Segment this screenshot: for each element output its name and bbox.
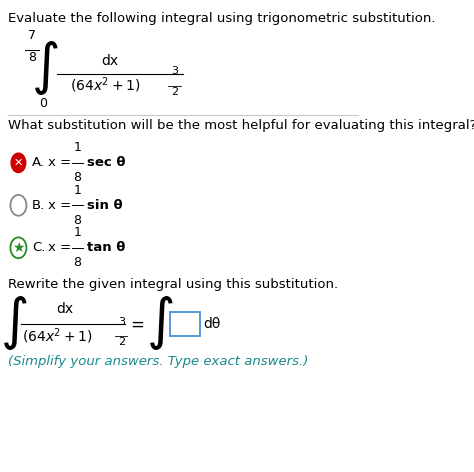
Text: $\int$: $\int$ (146, 295, 173, 352)
Text: (Simplify your answers. Type exact answers.): (Simplify your answers. Type exact answe… (8, 355, 309, 368)
Circle shape (10, 152, 27, 173)
Text: $(64x^2 + 1)$: $(64x^2 + 1)$ (70, 76, 141, 95)
FancyBboxPatch shape (171, 312, 201, 336)
Text: 8: 8 (73, 214, 82, 227)
Text: 8: 8 (73, 171, 82, 185)
Text: 2: 2 (171, 87, 178, 97)
Text: x =: x = (48, 241, 72, 254)
Text: x =: x = (48, 199, 72, 212)
Text: sin θ: sin θ (87, 199, 122, 212)
Text: 8: 8 (28, 51, 36, 64)
Text: 3: 3 (118, 317, 125, 327)
Text: 8: 8 (73, 256, 82, 270)
Text: tan θ: tan θ (87, 241, 125, 254)
Text: x =: x = (48, 156, 72, 169)
Text: What substitution will be the most helpful for evaluating this integral?: What substitution will be the most helpf… (8, 119, 474, 132)
Text: C.: C. (32, 241, 46, 254)
Text: B.: B. (32, 199, 45, 212)
Text: $(64x^2 + 1)$: $(64x^2 + 1)$ (22, 327, 92, 346)
Text: Rewrite the given integral using this substitution.: Rewrite the given integral using this su… (8, 278, 338, 292)
Text: =: = (131, 315, 145, 333)
Text: sec θ: sec θ (87, 156, 125, 169)
Text: 1: 1 (73, 226, 82, 239)
Text: 0: 0 (39, 97, 47, 110)
Text: ★: ★ (12, 241, 25, 255)
Text: 1: 1 (73, 141, 82, 154)
Text: Evaluate the following integral using trigonometric substitution.: Evaluate the following integral using tr… (8, 12, 436, 25)
Text: dθ: dθ (203, 317, 220, 331)
Text: $\int$: $\int$ (0, 295, 27, 352)
Text: A.: A. (32, 156, 45, 169)
Text: 7: 7 (28, 29, 36, 42)
Text: 2: 2 (118, 337, 125, 347)
Text: dx: dx (56, 302, 73, 316)
Text: ✕: ✕ (14, 158, 23, 168)
Text: 1: 1 (73, 184, 82, 197)
Text: $\int$: $\int$ (31, 40, 58, 97)
Text: dx: dx (102, 54, 119, 68)
Text: 3: 3 (171, 66, 178, 76)
